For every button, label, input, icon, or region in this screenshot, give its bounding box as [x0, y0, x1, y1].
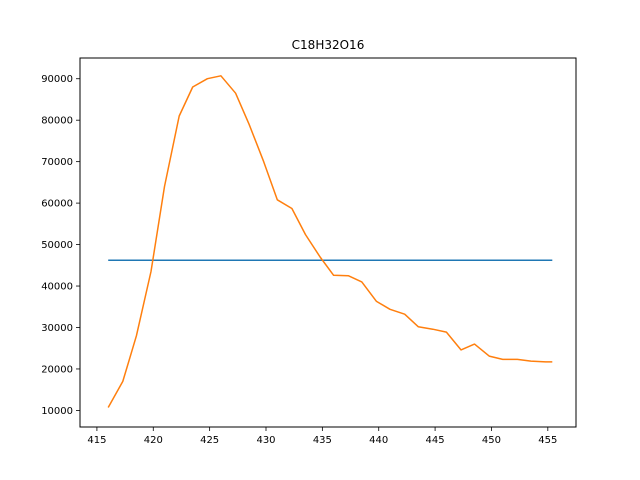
- y-tick-label: 80000: [41, 116, 73, 127]
- x-tick-label: 435: [313, 435, 332, 446]
- y-tick-label: 70000: [41, 157, 73, 168]
- x-tick-label: 430: [256, 435, 275, 446]
- x-tick-label: 415: [87, 435, 106, 446]
- y-tick-label: 40000: [41, 282, 73, 293]
- x-tick-label: 420: [144, 435, 163, 446]
- y-tick-label: 30000: [41, 323, 73, 334]
- y-axis: 10000 20000 30000 40000 50000 60000 70000 80000…: [41, 74, 80, 417]
- x-tick-label: 440: [369, 435, 388, 446]
- chart-title: C18H32O16: [292, 38, 365, 52]
- y-tick-label: 90000: [41, 74, 73, 85]
- x-tick-label: 450: [482, 435, 501, 446]
- x-tick-label: 455: [538, 435, 557, 446]
- axes-frame: [79, 57, 577, 428]
- plot-area: [107, 75, 553, 408]
- y-tick-label: 20000: [41, 364, 73, 375]
- series-line-2: [107, 75, 553, 408]
- x-axis: 415 420 425 430 435 440 445 450 455: [87, 427, 557, 446]
- x-tick-label: 445: [426, 435, 445, 446]
- y-tick-label: 50000: [41, 240, 73, 251]
- y-tick-label: 10000: [41, 406, 73, 417]
- y-tick-label: 60000: [41, 199, 73, 210]
- x-tick-label: 425: [200, 435, 219, 446]
